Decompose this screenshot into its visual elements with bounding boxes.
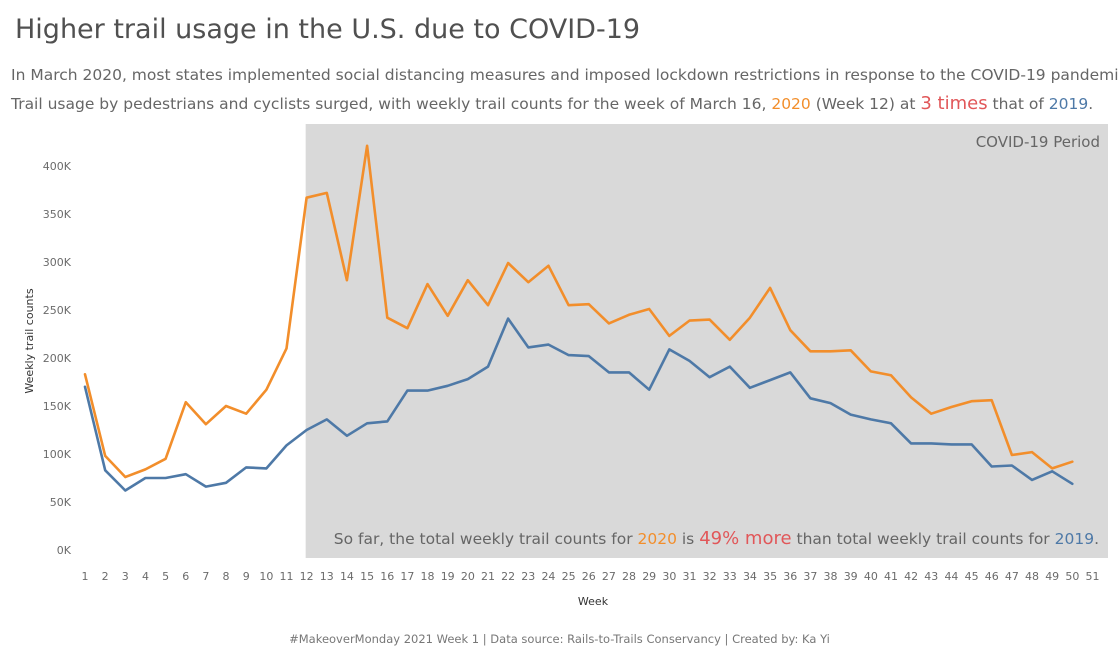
x-tick-label: 22 — [501, 570, 515, 583]
x-tick-label: 34 — [743, 570, 757, 583]
x-tick-label: 37 — [803, 570, 817, 583]
y-tick-label: 400K — [43, 160, 72, 173]
x-tick-label: 19 — [441, 570, 455, 583]
x-tick-label: 11 — [280, 570, 294, 583]
x-tick-label: 31 — [683, 570, 697, 583]
x-tick-label: 3 — [122, 570, 129, 583]
x-tick-label: 40 — [864, 570, 878, 583]
note-text: So far, the total weekly trail counts fo… — [333, 530, 638, 548]
x-tick-label: 43 — [924, 570, 938, 583]
x-tick-label: 39 — [844, 570, 858, 583]
subtitle-line-2: Trail usage by pedestrians and cyclists … — [11, 93, 1093, 114]
x-tick-label: 14 — [340, 570, 354, 583]
x-tick-label: 49 — [1045, 570, 1059, 583]
y-tick-label: 200K — [43, 352, 72, 365]
x-tick-label: 13 — [320, 570, 334, 583]
x-tick-label: 36 — [783, 570, 797, 583]
x-tick-label: 7 — [202, 570, 209, 583]
x-tick-label: 6 — [182, 570, 189, 583]
x-tick-label: 25 — [562, 570, 576, 583]
x-tick-label: 15 — [360, 570, 374, 583]
x-tick-label: 2 — [102, 570, 109, 583]
y-tick-label: 350K — [43, 208, 72, 221]
x-tick-label: 18 — [421, 570, 435, 583]
x-tick-label: 8 — [223, 570, 230, 583]
x-tick-label: 29 — [642, 570, 656, 583]
x-tick-label: 4 — [142, 570, 149, 583]
x-tick-label: 30 — [662, 570, 676, 583]
x-tick-label: 42 — [904, 570, 918, 583]
subtitle-text: . — [1088, 95, 1094, 113]
note-year-2019: 2019 — [1054, 530, 1095, 548]
note-highlight: 49% more — [699, 528, 792, 549]
series-line-2019 — [83, 317, 1074, 492]
subtitle-year-2019: 2019 — [1048, 95, 1089, 113]
x-tick-label: 50 — [1065, 570, 1079, 583]
x-tick-label: 17 — [400, 570, 414, 583]
x-tick-label: 38 — [824, 570, 838, 583]
x-axis-ticks: 1 2 3 4 5 6 7 8 9 10 11 12 13 14 15 16 17 18 19 20 21 22 23 24 2… — [82, 570, 1100, 583]
x-tick-label: 35 — [763, 570, 777, 583]
x-tick-label: 12 — [300, 570, 314, 583]
x-tick-label: 33 — [723, 570, 737, 583]
x-tick-label: 23 — [521, 570, 535, 583]
note-text: than total weekly trail counts for — [791, 530, 1055, 548]
subtitle-line-1: In March 2020, most states implemented s… — [11, 66, 1119, 84]
x-tick-label: 9 — [243, 570, 250, 583]
x-tick-label: 48 — [1025, 570, 1039, 583]
y-tick-label: 50K — [50, 496, 72, 509]
x-tick-label: 32 — [703, 570, 717, 583]
x-tick-label: 10 — [259, 570, 273, 583]
subtitle-highlight: 3 times — [920, 93, 988, 114]
subtitle-text: Trail usage by pedestrians and cyclists … — [11, 95, 772, 113]
y-tick-label: 250K — [43, 304, 72, 317]
covid-period-label: COVID-19 Period — [975, 133, 1100, 151]
x-tick-label: 28 — [622, 570, 636, 583]
x-tick-label: 44 — [944, 570, 958, 583]
x-tick-label: 47 — [1005, 570, 1019, 583]
y-axis-label: Weekly trail counts — [23, 288, 36, 393]
x-tick-label: 27 — [602, 570, 616, 583]
x-tick-label: 21 — [481, 570, 495, 583]
x-tick-label: 24 — [541, 570, 555, 583]
y-tick-label: 300K — [43, 256, 72, 269]
y-tick-label: 0K — [57, 544, 72, 557]
x-axis-label: Week — [578, 595, 609, 608]
y-tick-label: 100K — [43, 448, 72, 461]
note-text: . — [1094, 530, 1099, 548]
subtitle-text: (Week 12) at — [810, 95, 921, 113]
subtitle-year-2020: 2020 — [771, 95, 811, 113]
subtitle-text: that of — [987, 95, 1049, 113]
y-axis-ticks: 0K 50K 100K 150K 200K 250K 300K 350K 400K — [43, 160, 72, 557]
y-tick-label: 150K — [43, 400, 72, 413]
x-tick-label: 51 — [1086, 570, 1100, 583]
x-tick-label: 20 — [461, 570, 475, 583]
x-tick-label: 26 — [582, 570, 596, 583]
x-tick-label: 5 — [162, 570, 169, 583]
covid-period-shading — [305, 124, 1108, 558]
series-lines — [83, 144, 1074, 492]
chart-title: Higher trail usage in the U.S. due to CO… — [15, 14, 641, 45]
note-year-2020: 2020 — [637, 530, 677, 548]
footer-credits: #MakeoverMonday 2021 Week 1 | Data sourc… — [289, 632, 830, 646]
x-tick-label: 1 — [82, 570, 89, 583]
x-tick-label: 41 — [884, 570, 898, 583]
x-tick-label: 46 — [985, 570, 999, 583]
summary-note: So far, the total weekly trail counts fo… — [334, 528, 1099, 549]
note-text: is — [676, 530, 700, 548]
series-line-2020 — [83, 144, 1074, 479]
x-tick-label: 16 — [380, 570, 394, 583]
x-tick-label: 45 — [965, 570, 979, 583]
